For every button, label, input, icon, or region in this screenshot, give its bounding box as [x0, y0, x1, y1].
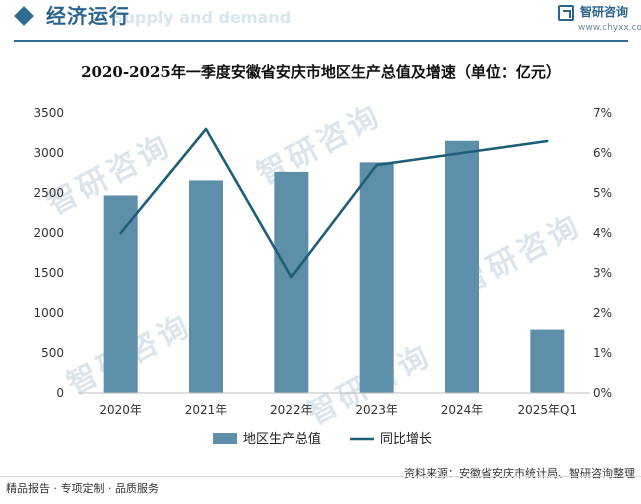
y-left-tick-label: 0: [56, 386, 64, 400]
legend-bar-swatch: [213, 433, 237, 444]
growth-point: [460, 151, 464, 155]
section-ghost-text: Supply and demand: [112, 8, 292, 27]
x-tick-label: 2020年: [99, 403, 142, 417]
y-left-tick-label: 3000: [33, 146, 64, 160]
legend-bar-label: 地区生产总值: [243, 431, 321, 447]
bar: [103, 195, 138, 393]
y-left-tick-label: 1000: [33, 306, 64, 320]
growth-point: [204, 127, 208, 131]
chart-title-band: 2020-2025年一季度安徽省安庆市地区生产总值及增速（单位：亿元）: [14, 50, 628, 94]
x-tick-label: 2025年Q1: [518, 403, 578, 417]
legend-line-label: 同比增长: [380, 432, 432, 447]
bar: [274, 171, 309, 393]
source-note: 资料来源：安徽省安庆市统计局、智研咨询整理: [404, 467, 635, 480]
growth-point: [119, 231, 122, 235]
x-tick-label: 2023年: [355, 403, 398, 417]
x-tick-label: 2022年: [270, 403, 313, 417]
header-bar: Supply and demand 经济运行 智研咨询 www.chyxx.co…: [0, 0, 641, 44]
chart-title: 2020-2025年一季度安徽省安庆市地区生产总值及增速（单位：亿元）: [81, 63, 561, 81]
x-tick-label: 2021年: [185, 403, 228, 417]
y-right-tick-label: 0%: [593, 386, 612, 400]
y-left-tick-label: 1500: [33, 266, 64, 280]
y-right-tick-label: 6%: [593, 146, 612, 160]
footer-divider: [0, 476, 641, 477]
x-tick-label: 2024年: [441, 403, 484, 417]
brand-logo-icon: [558, 5, 574, 21]
bar: [445, 140, 479, 393]
y-right-tick-label: 4%: [593, 226, 612, 240]
header-divider: [14, 40, 628, 42]
y-right-tick-label: 3%: [593, 266, 612, 280]
growth-point: [375, 163, 378, 167]
growth-line: [119, 127, 548, 279]
growth-point: [290, 275, 293, 279]
y-left-tick-label: 2000: [33, 226, 64, 240]
brand-url: www.chyxx.com: [578, 23, 641, 33]
y-left-tick-label: 500: [41, 346, 64, 360]
growth-point: [546, 139, 549, 143]
bar: [359, 162, 394, 393]
section-title: 经济运行: [46, 4, 130, 28]
y-left-tick-label: 3500: [33, 106, 64, 120]
footer-tagline: 精品报告 · 专项定制 · 品质服务: [6, 482, 159, 495]
bar: [189, 180, 223, 393]
y-right-tick-label: 5%: [593, 186, 612, 200]
y-left-tick-label: 2500: [33, 186, 64, 200]
y-right-tick-label: 7%: [593, 106, 612, 120]
bar: [530, 329, 565, 393]
y-right-tick-label: 2%: [593, 306, 612, 320]
y-right-tick-label: 1%: [593, 346, 612, 360]
brand-name: 智研咨询: [580, 5, 629, 19]
